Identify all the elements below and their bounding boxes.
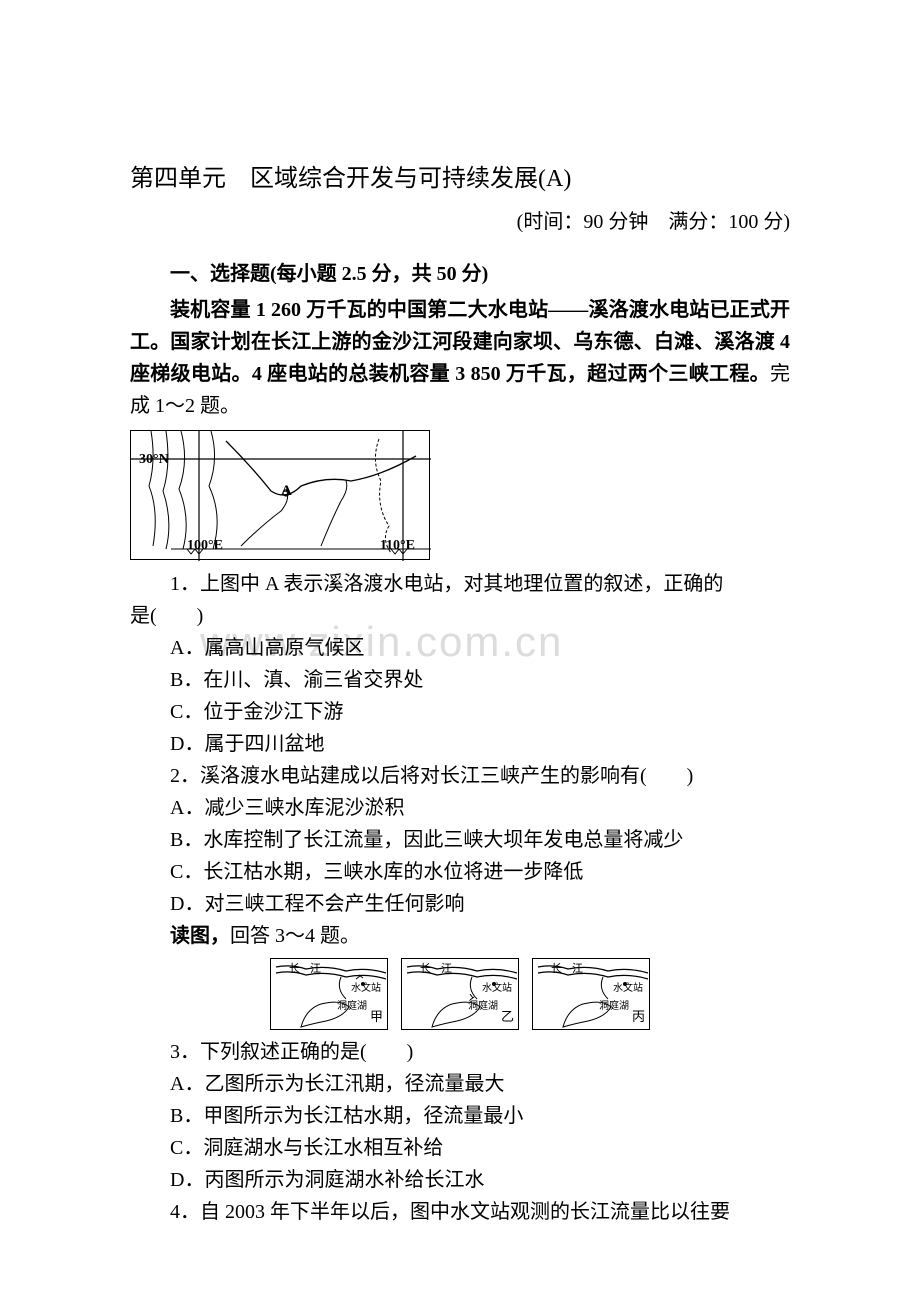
sm2-corner: 乙 <box>501 1007 514 1028</box>
q2-stem: 2．溪洛渡水电站建成以后将对长江三峡产生的影响有( ) <box>130 760 790 792</box>
q1-option-c: C．位于金沙江下游 <box>130 696 790 728</box>
q3-option-b: B．甲图所示为长江枯水期，径流量最小 <box>130 1100 790 1132</box>
passage-1-bold: 装机容量 1 260 万千瓦的中国第二大水电站——溪洛渡水电站已正式开工。国家计… <box>130 299 790 385</box>
q1-option-d: D．属于四川盆地 <box>130 728 790 760</box>
small-map-1: 长江 水文站 洞庭湖 甲 <box>270 958 388 1030</box>
q3-option-d: D．丙图所示为洞庭湖水补给长江水 <box>130 1164 790 1196</box>
q1-stem-cont: 是( ) <box>130 600 790 632</box>
q2-option-d: D．对三峡工程不会产生任何影响 <box>130 888 790 920</box>
figure-map-1: 30°N 100°E 110°E A <box>130 430 790 560</box>
q3-option-a: A．乙图所示为长江汛期，径流量最大 <box>130 1068 790 1100</box>
sm3-river: 长江 <box>551 961 593 979</box>
map1-label-110e: 110°E <box>380 535 415 557</box>
sm2-station: 水文站 <box>482 981 512 997</box>
q3-stem: 3．下列叙述正确的是( ) <box>130 1036 790 1068</box>
sm2-river: 长江 <box>420 961 462 979</box>
map1-label-30n: 30°N <box>139 449 169 471</box>
q1-stem: 1．上图中 A 表示溪洛渡水电站，对其地理位置的叙述，正确的 <box>130 568 790 600</box>
passage-1: 装机容量 1 260 万千瓦的中国第二大水电站——溪洛渡水电站已正式开工。国家计… <box>130 294 790 422</box>
unit-title: 第四单元 区域综合开发与可持续发展(A) <box>130 160 790 198</box>
q4-stem: 4．自 2003 年下半年以后，图中水文站观测的长江流量比以往要 <box>130 1196 790 1228</box>
page-content: 第四单元 区域综合开发与可持续发展(A) (时间：90 分钟 满分：100 分)… <box>130 160 790 1228</box>
sm3-corner: 丙 <box>632 1007 645 1028</box>
q2-option-a: A．减少三峡水库泥沙淤积 <box>130 792 790 824</box>
sm1-lake: 洞庭湖 <box>337 999 367 1015</box>
q1-option-b: B．在川、滇、渝三省交界处 <box>130 664 790 696</box>
small-map-2: 长江 水文站 洞庭湖 乙 <box>401 958 519 1030</box>
sm3-station: 水文站 <box>613 981 643 997</box>
q3-option-c: C．洞庭湖水与长江水相互补给 <box>130 1132 790 1164</box>
section-1-heading: 一、选择题(每小题 2.5 分，共 50 分) <box>130 258 790 290</box>
passage-2-bold: 读图， <box>170 925 230 947</box>
sm1-river: 长江 <box>289 961 331 979</box>
small-map-3: 长江 水文站 洞庭湖 丙 <box>532 958 650 1030</box>
sm1-station: 水文站 <box>351 981 381 997</box>
exam-info: (时间：90 分钟 满分：100 分) <box>130 206 790 238</box>
map-1: 30°N 100°E 110°E A <box>130 430 430 560</box>
q2-option-b: B．水库控制了长江流量，因此三峡大坝年发电总量将减少 <box>130 824 790 856</box>
q2-option-c: C．长江枯水期，三峡水库的水位将进一步降低 <box>130 856 790 888</box>
figure-three-maps: 长江 水文站 洞庭湖 甲 长江 水文站 洞庭湖 乙 <box>130 958 790 1030</box>
sm2-lake: 洞庭湖 <box>468 999 498 1015</box>
sm3-lake: 洞庭湖 <box>599 999 629 1015</box>
map1-label-a: A <box>281 479 292 503</box>
sm1-corner: 甲 <box>370 1007 383 1028</box>
passage-2-tail: 回答 3～4 题。 <box>230 925 360 947</box>
q1-option-a: A．属高山高原气候区 <box>130 632 790 664</box>
passage-2: 读图，回答 3～4 题。 <box>130 920 790 952</box>
map1-label-100e: 100°E <box>187 535 223 557</box>
